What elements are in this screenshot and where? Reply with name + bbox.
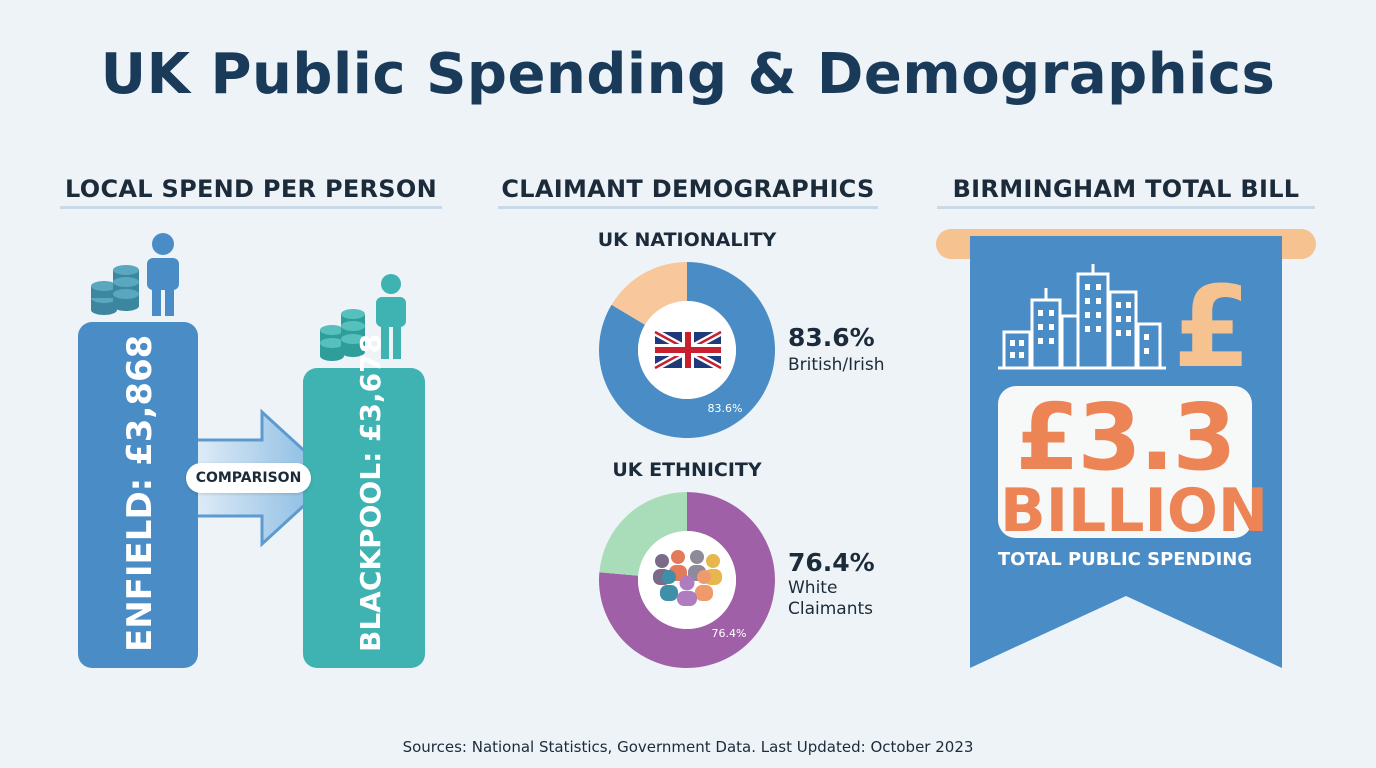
nationality-desc: British/Irish bbox=[788, 355, 885, 375]
birmingham-amount: £3.3 bbox=[1015, 384, 1237, 491]
enfield-bar bbox=[78, 322, 198, 668]
section-heading-birmingham: BIRMINGHAM TOTAL BILL bbox=[952, 175, 1300, 203]
comparison-label: COMPARISON bbox=[186, 463, 311, 493]
ethnicity-slice-white-claimants bbox=[599, 492, 776, 668]
section-divider bbox=[60, 206, 442, 209]
nationality-stat: 83.6% bbox=[788, 323, 875, 352]
person-icon bbox=[147, 233, 179, 316]
nationality-slice-other bbox=[611, 262, 687, 325]
birmingham-unit: BILLION bbox=[1000, 476, 1269, 546]
ethnicity-stat: 76.4% bbox=[788, 548, 875, 577]
section-heading-local-spend: LOCAL SPEND PER PERSON bbox=[65, 175, 437, 203]
section-heading-claimants: CLAIMANT DEMOGRAPHICS bbox=[501, 175, 875, 203]
ethnicity-heading: UK ETHNICITY bbox=[612, 459, 762, 481]
pound-sign-icon: £ bbox=[1173, 263, 1251, 393]
nationality-heading: UK NATIONALITY bbox=[597, 229, 777, 251]
blackpool-bar bbox=[303, 368, 425, 668]
page-title: UK Public Spending & Demographics bbox=[100, 42, 1276, 107]
footer-sources: Sources: National Statistics, Government… bbox=[402, 738, 974, 756]
ethnicity-slice-other bbox=[599, 492, 687, 576]
ethnicity-desc: White Claimants bbox=[788, 578, 874, 619]
birmingham-total-label: TOTAL PUBLIC SPENDING bbox=[997, 549, 1253, 570]
section-divider bbox=[498, 206, 878, 209]
coins-icon bbox=[320, 309, 365, 361]
section-divider bbox=[937, 206, 1315, 209]
nationality-ring-label: 83.6% bbox=[708, 402, 743, 415]
city-skyline-icon bbox=[998, 264, 1166, 370]
person-icon bbox=[376, 274, 406, 359]
people-group-icon bbox=[653, 550, 722, 606]
nationality-slice-british-irish bbox=[599, 262, 775, 438]
ethnicity-ring-label: 76.4% bbox=[712, 627, 747, 640]
coins-icon bbox=[91, 265, 139, 315]
city-windows bbox=[1010, 284, 1149, 358]
amount-card bbox=[998, 386, 1252, 538]
union-flag-icon bbox=[653, 328, 723, 372]
